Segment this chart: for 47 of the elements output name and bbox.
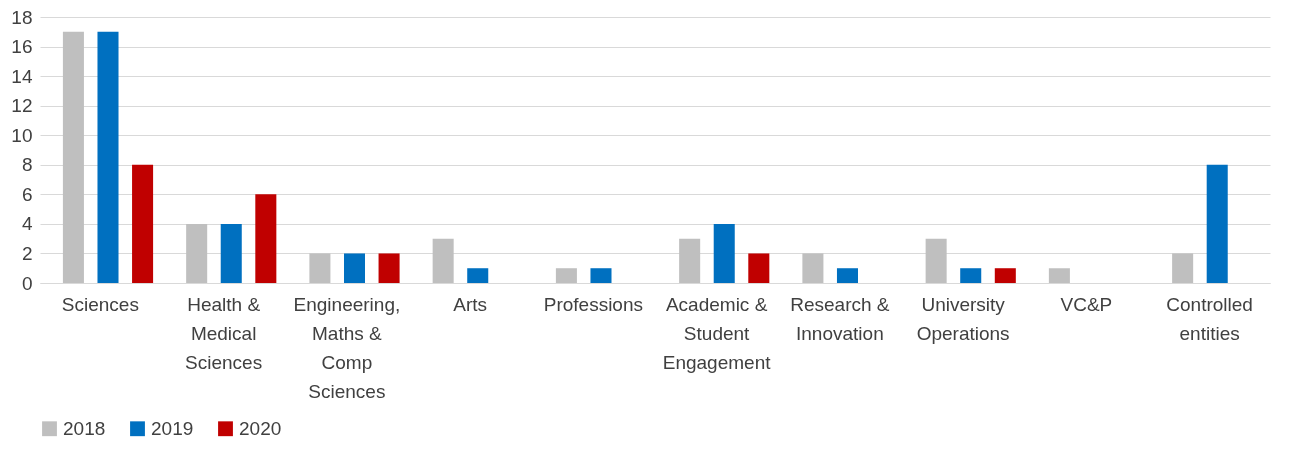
x-tick-label: Arts	[453, 293, 488, 315]
x-tick-label: University Operations	[916, 293, 1010, 344]
bar	[62, 31, 84, 283]
y-tick-label: 16	[11, 36, 33, 58]
y-tick-label: 12	[11, 95, 33, 117]
bar	[836, 268, 858, 283]
bar	[960, 268, 982, 283]
x-tick-label: Professions	[543, 293, 644, 315]
legend-label: 2018	[63, 417, 106, 439]
legend-label: 2020	[239, 417, 282, 439]
y-tick-label: 0	[21, 272, 33, 294]
legend-label: 2019	[151, 417, 194, 439]
bar	[748, 253, 770, 283]
bar	[1172, 253, 1194, 283]
x-tick-label: Health & Medical Sciences	[185, 293, 263, 373]
x-tick-label: VC&P	[1060, 293, 1113, 315]
bar	[713, 223, 735, 283]
bar	[378, 253, 400, 283]
y-tick-label: 18	[11, 6, 33, 28]
y-tick-label: 6	[21, 183, 33, 205]
bar	[255, 194, 277, 283]
bar	[555, 268, 577, 283]
bar	[1048, 268, 1070, 283]
bar	[467, 268, 489, 283]
bar	[220, 223, 242, 283]
bar	[802, 253, 824, 283]
bar	[97, 31, 119, 283]
y-tick-label: 10	[11, 124, 33, 146]
x-tick-label: Research & Innovation	[790, 293, 890, 344]
y-tick-label: 4	[21, 213, 33, 235]
bar	[1206, 164, 1228, 283]
y-tick-label: 2	[21, 242, 33, 264]
x-tick-label: Controlled entities	[1166, 293, 1253, 344]
x-tick-label: Academic & Student Engagement	[662, 293, 772, 373]
bar	[679, 238, 701, 283]
bar	[925, 238, 947, 283]
y-tick-label: 8	[21, 154, 33, 176]
bar	[994, 268, 1016, 283]
bar	[343, 253, 366, 283]
x-tick-label: Sciences	[61, 293, 139, 315]
bar	[132, 164, 154, 283]
x-tick-label: Engineering, Maths & Comp Sciences	[293, 293, 401, 402]
y-tick-label: 14	[11, 65, 33, 87]
bar	[186, 223, 208, 283]
bar	[432, 238, 454, 283]
bar	[309, 253, 331, 283]
bar	[590, 268, 612, 283]
